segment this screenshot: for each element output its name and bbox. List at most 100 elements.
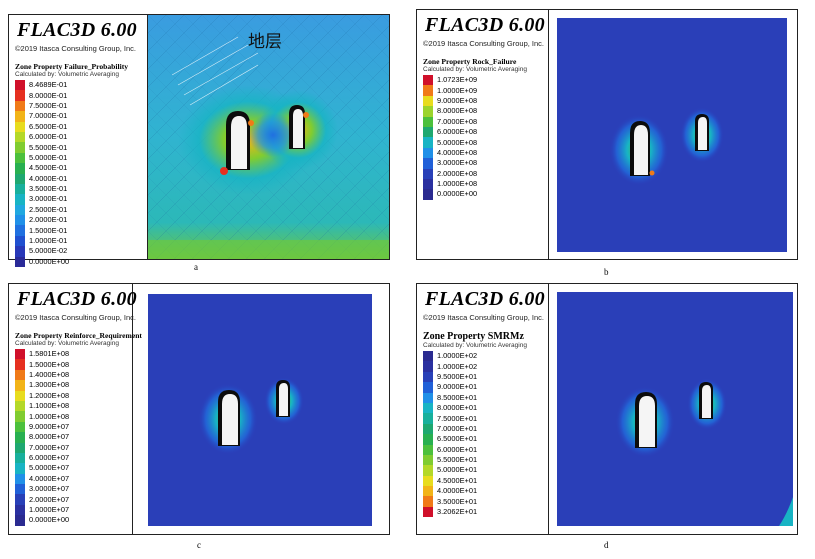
legend-swatch xyxy=(15,369,25,381)
contour-plot-d xyxy=(557,292,793,526)
legend-entry: 7.0000E+01 xyxy=(423,423,544,435)
legend-rows: 8.4689E-01 8.0000E-01 7.5000E-01 7.0000E-01… xyxy=(15,80,143,268)
calc-note: Calculated by: Volumetric Averaging xyxy=(15,340,119,347)
legend-entry: 9.0000E+07 xyxy=(15,421,128,433)
legend-entry: 1.4000E+08 xyxy=(15,369,128,381)
legend-label: 3.0000E+08 xyxy=(437,158,478,168)
legend-swatch xyxy=(15,194,25,205)
legend-swatch xyxy=(15,473,25,485)
legend-label: 7.0000E+08 xyxy=(437,116,478,126)
legend-entry: 8.4689E-01 xyxy=(15,80,143,91)
legend-swatch xyxy=(15,442,25,453)
legend-swatch xyxy=(15,494,25,505)
legend-entry: 1.0000E+09 xyxy=(423,85,544,96)
legend-label: 7.5000E+01 xyxy=(437,413,478,423)
legend-label: 1.3000E+08 xyxy=(29,380,70,390)
legend-swatch xyxy=(15,380,25,391)
legend-swatch xyxy=(15,163,25,174)
legend-entry: 5.0000E+08 xyxy=(423,137,544,148)
legend-entry: 4.0000E-01 xyxy=(15,173,143,184)
legend-swatch xyxy=(15,131,25,143)
app-title: FLAC3D 6.00 xyxy=(425,14,545,36)
legend-entry: 2.0000E+07 xyxy=(15,494,128,505)
panel-a: FLAC3D 6.00 ©2019 Itasca Consulting Grou… xyxy=(8,14,390,268)
legend-swatch xyxy=(423,392,433,403)
legend-entry: 0.0000E+00 xyxy=(423,189,544,200)
legend-entry: 2.0000E-01 xyxy=(15,215,143,226)
legend-label: 0.0000E+00 xyxy=(29,515,70,525)
caption-d: d xyxy=(604,540,609,550)
legend-swatch xyxy=(15,432,25,443)
legend-label: 1.2000E+08 xyxy=(29,390,70,400)
legend-swatch xyxy=(15,173,25,184)
legend-entry: 9.0000E+08 xyxy=(423,95,544,107)
legend-swatch xyxy=(423,75,433,86)
legend-label: 9.5000E+01 xyxy=(437,371,478,381)
legend-swatch xyxy=(15,183,25,195)
panel-b: FLAC3D 6.00 ©2019 Itasca Consulting Grou… xyxy=(416,9,798,260)
legend-rows: 1.0723E+09 1.0000E+09 9.0000E+08 8.0000E+08… xyxy=(423,75,544,200)
legend-swatch xyxy=(423,486,433,497)
legend-swatch xyxy=(423,496,433,507)
legend-label: 9.0000E+08 xyxy=(437,95,478,105)
legend-label: 6.5000E+01 xyxy=(437,434,478,444)
property-name: Zone Property SMRMz xyxy=(423,331,524,342)
legend-label: 5.0000E+07 xyxy=(29,463,70,473)
legend-label: 6.0000E+07 xyxy=(29,453,70,463)
legend-swatch xyxy=(423,413,433,424)
legend-entry: 7.0000E+08 xyxy=(423,116,544,127)
legend-label: 3.2062E+01 xyxy=(437,507,478,517)
legend-label: 5.5000E-01 xyxy=(29,142,68,152)
calc-note: Calculated by: Volumetric Averaging xyxy=(15,71,119,78)
legend-entry: 7.0000E-01 xyxy=(15,111,143,122)
legend-entry: 8.0000E+08 xyxy=(423,106,544,117)
legend-swatch xyxy=(423,178,433,190)
legend-a: FLAC3D 6.00 ©2019 Itasca Consulting Grou… xyxy=(9,15,148,268)
legend-entry: 3.5000E-01 xyxy=(15,183,143,195)
legend-entry: 3.0000E+07 xyxy=(15,484,128,495)
legend-entry: 6.0000E+07 xyxy=(15,452,128,464)
legend-swatch xyxy=(15,100,25,112)
legend-label: 4.0000E-01 xyxy=(29,173,68,183)
legend-label: 5.0000E-02 xyxy=(29,246,68,256)
legend-label: 4.5000E+01 xyxy=(437,475,478,485)
legend-swatch xyxy=(15,411,25,422)
copyright-text: ©2019 Itasca Consulting Group, Inc. xyxy=(15,44,137,53)
legend-swatch xyxy=(15,390,25,401)
legend-swatch xyxy=(15,204,25,216)
legend-d: FLAC3D 6.00 ©2019 Itasca Consulting Grou… xyxy=(417,284,549,534)
legend-label: 1.0000E+08 xyxy=(437,179,478,189)
legend-label: 8.0000E+01 xyxy=(437,403,478,413)
legend-entry: 4.0000E+07 xyxy=(15,473,128,485)
legend-entry: 0.0000E+00 xyxy=(15,256,143,268)
legend-swatch xyxy=(423,434,433,445)
legend-entry: 8.0000E-01 xyxy=(15,90,143,101)
legend-swatch xyxy=(15,111,25,122)
legend-label: 6.0000E+08 xyxy=(437,127,478,137)
legend-swatch xyxy=(423,444,433,455)
legend-label: 1.0000E+09 xyxy=(437,85,478,95)
legend-swatch xyxy=(423,85,433,96)
strata-annotation: 地层 xyxy=(248,32,282,51)
contour-plot-c xyxy=(148,294,372,526)
legend-entry: 3.2062E+01 xyxy=(423,506,544,518)
legend-label: 1.5000E+08 xyxy=(29,359,70,369)
legend-swatch xyxy=(423,506,433,518)
legend-entry: 1.5801E+08 xyxy=(15,349,128,360)
legend-entry: 7.5000E-01 xyxy=(15,100,143,112)
legend-swatch xyxy=(15,225,25,236)
legend-label: 0.0000E+00 xyxy=(437,189,478,199)
legend-entry: 8.0000E+01 xyxy=(423,402,544,414)
legend-swatch xyxy=(423,423,433,435)
legend-label: 8.0000E+08 xyxy=(437,106,478,116)
legend-entry: 5.5000E+01 xyxy=(423,454,544,466)
legend-swatch xyxy=(423,126,433,138)
legend-rows: 1.0000E+02 1.0000E+02 9.5000E+01 9.0000E+01… xyxy=(423,351,544,518)
contour-plot-b xyxy=(557,18,787,252)
legend-swatch xyxy=(423,189,433,200)
legend-label: 2.0000E-01 xyxy=(29,215,68,225)
caption-c: c xyxy=(197,540,201,550)
legend-label: 1.5801E+08 xyxy=(29,349,70,359)
legend-label: 3.5000E+01 xyxy=(437,496,478,506)
property-name: Zone Property Failure_Probability xyxy=(15,62,129,71)
